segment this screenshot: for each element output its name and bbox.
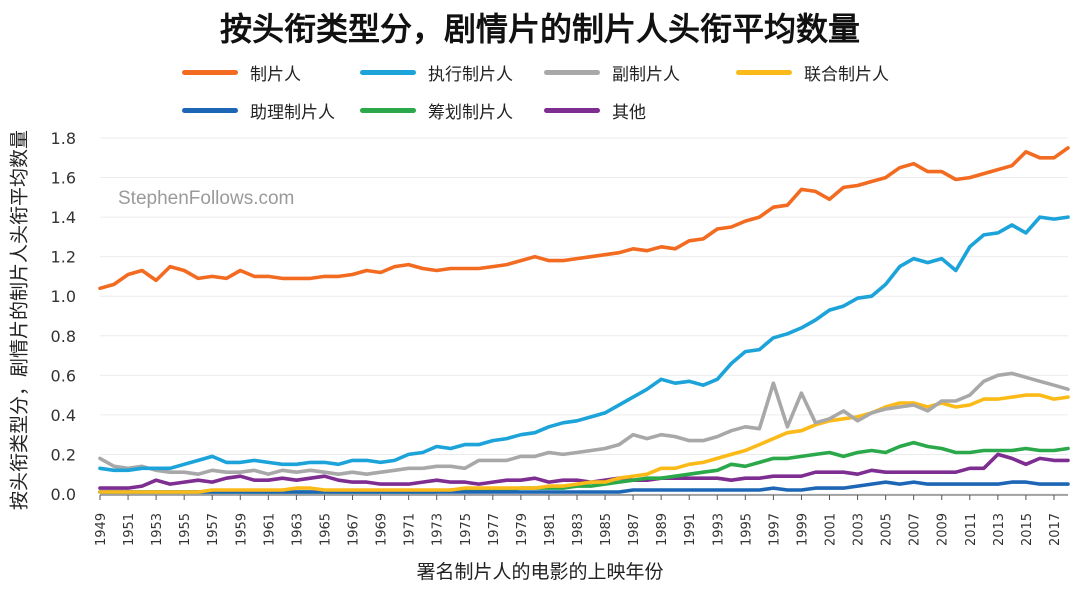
x-tick-label: 1983: [571, 513, 586, 546]
legend-label: 筹划制片人: [428, 103, 513, 123]
x-tick-label: 2015: [1020, 513, 1035, 546]
legend-label: 联合制片人: [804, 65, 889, 85]
legend-item: 副制片人: [544, 60, 680, 85]
y-tick-label: 1.4: [51, 208, 76, 227]
legend-label: 制片人: [250, 65, 301, 85]
legend-label: 其他: [612, 103, 646, 123]
series-line-3: [98, 393, 1070, 494]
legend-swatch: [736, 70, 792, 75]
y-tick-label: 0.6: [51, 366, 76, 385]
x-tick-label: 1995: [739, 513, 754, 546]
x-tick-label: 1969: [375, 513, 390, 546]
legend-item: 制片人: [182, 60, 301, 85]
legend-swatch: [360, 70, 416, 75]
legend-item: 执行制片人: [360, 60, 513, 85]
x-tick-label: 1973: [431, 513, 446, 546]
x-tick-label: 2013: [992, 513, 1007, 546]
series-line-2: [98, 371, 1070, 477]
x-tick-label: 1997: [767, 513, 782, 546]
legend-swatch: [182, 70, 238, 75]
x-tick-label: 1971: [403, 513, 418, 546]
x-tick-label: 1953: [150, 513, 165, 546]
series-line-6: [98, 452, 1070, 490]
legend-item: 助理制片人: [182, 98, 335, 123]
x-tick-label: 1991: [683, 513, 698, 546]
series-line-0: [98, 146, 1070, 291]
x-tick-label: 1949: [94, 513, 109, 546]
x-tick-label: 1985: [599, 513, 614, 546]
x-tick-label: 2017: [1048, 513, 1063, 546]
series-line-1: [98, 215, 1070, 473]
legend-label: 执行制片人: [428, 65, 513, 85]
chart-title: 按头衔类型分，剧情片的制片人头衔平均数量: [219, 10, 860, 48]
x-tick-label: 1989: [655, 513, 670, 546]
y-tick-label: 1.0: [51, 287, 76, 306]
x-tick-label: 1961: [262, 513, 277, 546]
y-tick-label: 0.4: [51, 406, 76, 425]
legend-item: 筹划制片人: [360, 98, 513, 123]
y-tick-label: 0.8: [51, 327, 76, 346]
x-tick-label: 1957: [206, 513, 221, 546]
x-tick-label: 2001: [824, 513, 839, 546]
x-tick-label: 2003: [852, 513, 867, 546]
legend-swatch: [182, 108, 238, 113]
legend-swatch: [544, 108, 600, 113]
x-tick-label: 1993: [711, 513, 726, 546]
legend-item: 联合制片人: [736, 60, 889, 85]
y-tick-label: 0.2: [51, 445, 76, 464]
x-tick-label: 1981: [543, 513, 558, 546]
x-tick-label: 1977: [487, 513, 502, 546]
legend-swatch: [544, 70, 600, 75]
x-tick-label: 2007: [908, 513, 923, 546]
x-axis-label: 署名制片人的电影的上映年份: [416, 561, 664, 583]
x-tick-label: 2011: [964, 513, 979, 546]
x-tick-label: 1975: [459, 513, 474, 546]
y-tick-label: 0.0: [51, 485, 76, 504]
legend: 制片人 执行制片人 副制片人 联合制片人 助理制片人 筹划制片人 其他: [0, 0, 1080, 130]
y-tick-label: 1.8: [51, 129, 76, 148]
x-tick-label: 1963: [290, 513, 305, 546]
legend-label: 助理制片人: [250, 103, 335, 123]
legend-label: 副制片人: [612, 65, 680, 85]
x-tick-label: 2009: [936, 513, 951, 546]
legend-swatch: [360, 108, 416, 113]
watermark: StephenFollows.com: [118, 188, 295, 209]
x-tick-label: 1999: [795, 513, 810, 546]
legend-item: 其他: [544, 98, 646, 123]
x-tick-label: 1965: [318, 513, 333, 546]
series-line-4: [98, 480, 1070, 494]
y-tick-label: 1.6: [51, 169, 76, 188]
x-tick-label: 1951: [122, 513, 137, 546]
x-tick-label: 1979: [515, 513, 530, 546]
x-tick-label: 1955: [178, 513, 193, 546]
x-tick-label: 1967: [347, 513, 362, 546]
x-tick-label: 1959: [234, 513, 249, 546]
x-tick-label: 1987: [627, 513, 642, 546]
y-tick-label: 1.2: [51, 248, 76, 267]
x-tick-label: 2005: [880, 513, 895, 546]
